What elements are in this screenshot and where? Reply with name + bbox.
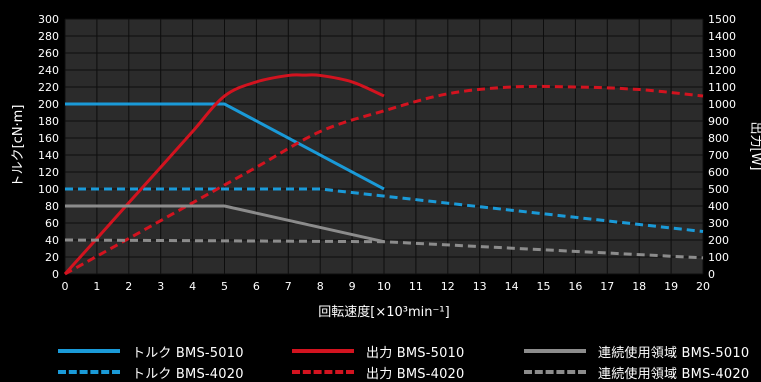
- legend-swatch: [292, 370, 354, 374]
- legend-swatch: [524, 349, 586, 353]
- legend-swatch: [58, 349, 120, 353]
- y2-tick-label: 400: [708, 200, 729, 213]
- y-tick-label: 280: [38, 30, 59, 43]
- y2-tick-label: 100: [708, 251, 729, 264]
- x-tick-label: 9: [349, 280, 356, 293]
- legend-label: 出力 BMS-4020: [366, 366, 465, 382]
- x-tick-label: 10: [377, 280, 391, 293]
- x-tick-label: 4: [189, 280, 196, 293]
- y-tick-label: 140: [38, 149, 59, 162]
- y-tick-label: 260: [38, 47, 59, 60]
- y2-tick-label: 1000: [708, 98, 736, 111]
- x-tick-label: 7: [285, 280, 292, 293]
- y-tick-label: 20: [45, 251, 59, 264]
- legend-swatch: [292, 349, 354, 353]
- x-tick-label: 19: [664, 280, 678, 293]
- y-tick-label: 60: [45, 217, 59, 230]
- x-tick-label: 2: [125, 280, 132, 293]
- legend-swatch: [524, 370, 586, 374]
- x-tick-label: 1: [93, 280, 100, 293]
- y-tick-label: 300: [38, 13, 59, 26]
- x-tick-label: 6: [253, 280, 260, 293]
- grid: [64, 18, 704, 275]
- y-tick-label: 100: [38, 183, 59, 196]
- x-tick-label: 12: [441, 280, 455, 293]
- series-line-0: [65, 102, 385, 191]
- tick-labels: 0 1 2 3 4 5 6 7 8 9 10 11 12 13 14 15 16 17 18 19 2002040608…: [38, 13, 736, 293]
- legend-label: 連続使用領域 BMS-4020: [598, 366, 750, 382]
- series-line-1: [65, 187, 704, 233]
- y-tick-label: 120: [38, 166, 59, 179]
- y2-tick-label: 1200: [708, 64, 736, 77]
- y2-tick-label: 700: [708, 149, 729, 162]
- y2-tick-label: 0: [708, 268, 715, 281]
- y2-tick-label: 1100: [708, 81, 736, 94]
- legend-label: トルク BMS-5010: [132, 345, 244, 361]
- legend-item-continuous-5010: 連続使用領域 BMS-5010: [524, 342, 750, 361]
- x-tick-label: 15: [537, 280, 551, 293]
- series-group: [63, 73, 704, 276]
- x-tick-label: 0: [62, 280, 69, 293]
- series-line-5: [64, 238, 704, 260]
- y2-axis-label: 出力[W]: [748, 122, 761, 171]
- x-tick-label: 11: [409, 280, 423, 293]
- legend-item-power-4020: 出力 BMS-4020: [292, 363, 465, 382]
- y-tick-label: 80: [45, 200, 59, 213]
- x-tick-label: 5: [221, 280, 228, 293]
- y-tick-label: 0: [52, 268, 59, 281]
- y2-tick-label: 200: [708, 234, 729, 247]
- series-line-3: [64, 84, 704, 276]
- x-tick-label: 8: [317, 280, 324, 293]
- y2-tick-label: 1400: [708, 30, 736, 43]
- legend: トルク BMS-5010 トルク BMS-4020 出力 BMS-5010 出力…: [0, 338, 761, 382]
- y-tick-label: 200: [38, 98, 59, 111]
- y-tick-label: 220: [38, 81, 59, 94]
- y2-tick-label: 800: [708, 132, 729, 145]
- y-tick-label: 180: [38, 115, 59, 128]
- y2-tick-label: 1300: [708, 47, 736, 60]
- x-tick-label: 13: [473, 280, 487, 293]
- y-tick-label: 160: [38, 132, 59, 145]
- y2-tick-label: 600: [708, 166, 729, 179]
- legend-item-continuous-4020: 連続使用領域 BMS-4020: [524, 363, 750, 382]
- legend-item-power-5010: 出力 BMS-5010: [292, 342, 465, 361]
- legend-swatch: [58, 370, 120, 374]
- x-tick-label: 3: [157, 280, 164, 293]
- legend-label: トルク BMS-4020: [132, 366, 244, 382]
- y2-tick-label: 500: [708, 183, 729, 196]
- legend-label: 出力 BMS-5010: [366, 345, 465, 361]
- y-tick-label: 240: [38, 64, 59, 77]
- y2-tick-label: 300: [708, 217, 729, 230]
- legend-item-torque-4020: トルク BMS-4020: [58, 363, 244, 382]
- y-axis-label: トルク[cN·m]: [11, 105, 26, 188]
- x-tick-label: 14: [505, 280, 519, 293]
- x-axis-label: 回転速度[×10³min⁻¹]: [318, 304, 449, 320]
- y-tick-label: 40: [45, 234, 59, 247]
- x-tick-label: 18: [632, 280, 646, 293]
- legend-label: 連続使用領域 BMS-5010: [598, 345, 750, 361]
- x-tick-label: 17: [600, 280, 614, 293]
- x-tick-label: 16: [568, 280, 582, 293]
- y2-tick-label: 1500: [708, 13, 736, 26]
- legend-item-torque-5010: トルク BMS-5010: [58, 342, 244, 361]
- series-line-4: [65, 204, 385, 244]
- x-tick-label: 20: [696, 280, 710, 293]
- y2-tick-label: 900: [708, 115, 729, 128]
